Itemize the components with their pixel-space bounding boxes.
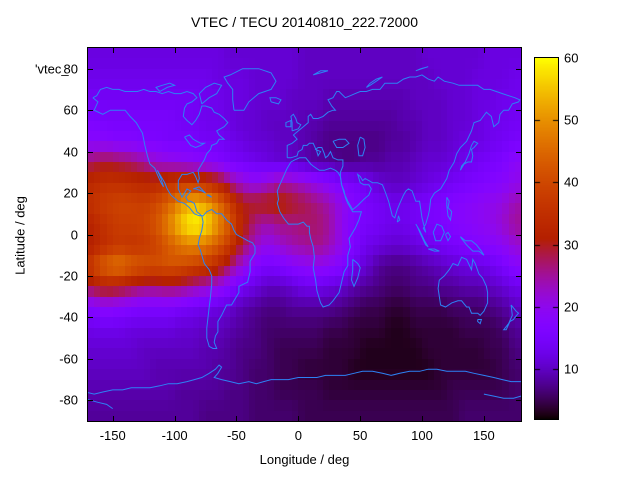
coastline-path	[198, 82, 223, 105]
x-tick-label: 150	[473, 428, 495, 443]
coastline-path	[286, 74, 521, 233]
chart-title: VTEC / TECU 20140810_222.72000	[190, 14, 418, 30]
coastline-path	[446, 196, 453, 222]
colorbar-tick-label: 60	[564, 50, 579, 66]
colorbar-gradient-canvas	[535, 58, 558, 419]
y-axis-title: Latitude / deg	[12, 196, 28, 275]
coastline-path	[88, 364, 521, 395]
coastline-path	[350, 259, 361, 288]
coastline-path	[92, 86, 229, 217]
coastline-path	[459, 140, 479, 171]
coastline-path	[415, 66, 429, 72]
x-tick-label: -50	[227, 428, 246, 443]
coastline-path	[357, 136, 366, 157]
coastline-path	[332, 138, 350, 148]
coastline-path	[459, 236, 485, 256]
x-tick-label: 100	[411, 428, 433, 443]
coastline-path	[396, 215, 401, 223]
coastline-path	[432, 223, 445, 242]
coastline-path	[366, 76, 383, 88]
y-tick-label: -20	[59, 268, 78, 284]
y-tick-label: 40	[63, 144, 78, 160]
coastline-path	[290, 113, 302, 132]
coastline-path	[415, 223, 429, 248]
coastline-path	[502, 304, 520, 331]
coastline-path	[445, 231, 452, 242]
x-axis-title: Longitude / deg	[259, 452, 350, 467]
coastline-path	[184, 134, 207, 149]
coastline-path	[269, 97, 282, 105]
x-tick-label: 50	[352, 428, 368, 443]
y-tick-label: -40	[59, 309, 78, 325]
y-tick-label: -80	[59, 392, 78, 408]
coastline-path	[312, 70, 329, 76]
key-label-overlay: 'vtec_	[35, 61, 69, 77]
colorbar-tick-label: 40	[564, 174, 579, 190]
coastline-path	[206, 194, 213, 198]
colorbar-tick-label: 50	[564, 112, 579, 128]
coastline-path	[285, 119, 292, 128]
x-tick-label: 0	[294, 428, 302, 443]
colorbar-tick-label: 10	[564, 361, 579, 377]
coastline-path	[276, 157, 363, 308]
x-tick-label: -150	[99, 428, 126, 443]
y-tick-label: 20	[63, 185, 78, 201]
y-tick-label: 60	[63, 102, 78, 118]
y-tick-label: -60	[59, 351, 78, 367]
coastline-path	[477, 319, 483, 325]
coastline-path	[197, 209, 256, 349]
coastline-path	[483, 393, 521, 399]
coastline-path	[428, 248, 440, 252]
colorbar	[534, 57, 559, 420]
colorbar-tick-label: 30	[564, 237, 579, 253]
coastline-path	[88, 399, 113, 410]
colorbar-tick-label: 20	[564, 299, 579, 315]
coastline-overlay	[88, 48, 521, 421]
coastline-path	[223, 68, 277, 111]
x-tick-label: -100	[161, 428, 188, 443]
coastline-path	[155, 82, 177, 92]
coastline-path	[193, 186, 206, 194]
y-tick-label: 80	[63, 61, 78, 77]
coastline-path	[437, 256, 489, 316]
y-tick-label: 0	[70, 227, 78, 242]
map-plot-area	[87, 47, 522, 422]
